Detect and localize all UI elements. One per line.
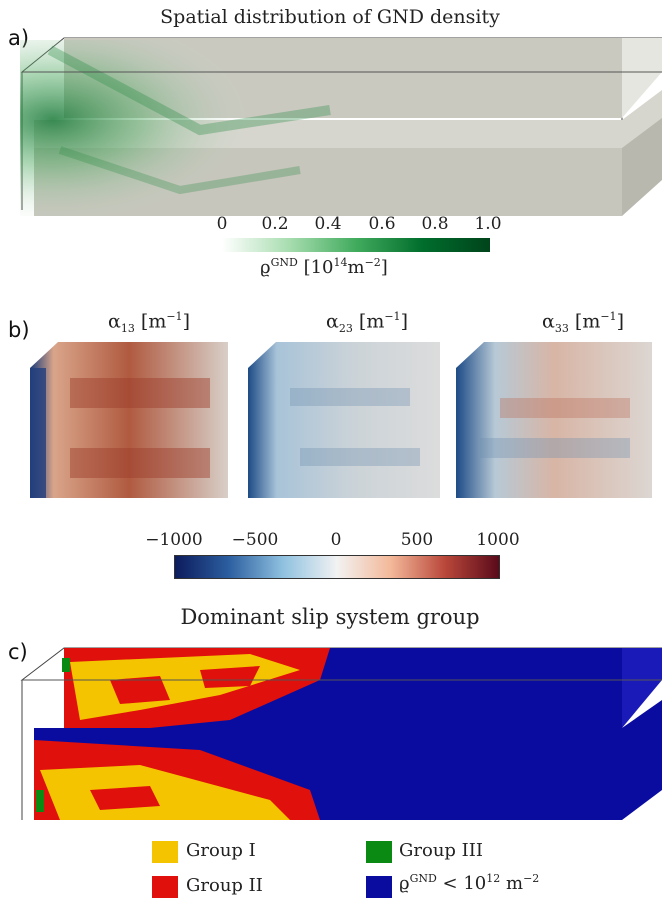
panel-b-label: b): [8, 318, 30, 342]
colorbar-alpha-tick: 1000: [476, 530, 520, 550]
colorbar-alpha-tick: −1000: [145, 530, 203, 550]
legend-swatch-group-iii: [366, 841, 392, 863]
alpha-13-title: α13 [m−1]: [108, 310, 190, 336]
colorbar-alpha: [174, 555, 500, 579]
colorbar-gnd-tick: 0.8: [421, 214, 449, 234]
panel-a-figure: [20, 37, 662, 216]
legend-swatch-group-ii: [152, 876, 178, 898]
colorbar-gnd-tick: 0.6: [368, 214, 396, 234]
legend-label-group-ii: Group II: [186, 875, 263, 896]
colorbar-alpha-tick: 0: [330, 530, 342, 550]
group-iii-patch: [36, 790, 44, 812]
colorbar-gnd: [222, 238, 490, 252]
colorbar-alpha-tick: −500: [231, 530, 279, 550]
panel-c-label: c): [8, 640, 28, 664]
panel-c-figure: [20, 647, 662, 820]
panel-b-figure: [30, 342, 652, 498]
colorbar-alpha-tick: 500: [400, 530, 434, 550]
legend-swatch-group-i: [152, 841, 178, 863]
legend-swatch-low-gnd: [366, 876, 392, 898]
colorbar-gnd-tick: 0.2: [261, 214, 289, 234]
legend-label-group-iii: Group III: [399, 840, 483, 861]
gnd-density-overlay: [20, 40, 350, 216]
legend-label-low-gnd: ϱGND < 1012 m−2: [399, 872, 540, 894]
panel-c-title: Dominant slip system group: [180, 605, 480, 629]
alpha-23-title: α23 [m−1]: [326, 310, 408, 336]
colorbar-gnd-tick: 1.0: [474, 214, 502, 234]
colorbar-gnd-tick: 0: [216, 214, 228, 234]
alpha-33-title: α33 [m−1]: [542, 310, 624, 336]
colorbar-gnd-label: ϱGND [1014m−2]: [260, 256, 388, 278]
legend-label-group-i: Group I: [186, 840, 256, 861]
colorbar-gnd-tick: 0.4: [314, 214, 342, 234]
panel-a-title: Spatial distribution of GND density: [160, 6, 500, 28]
